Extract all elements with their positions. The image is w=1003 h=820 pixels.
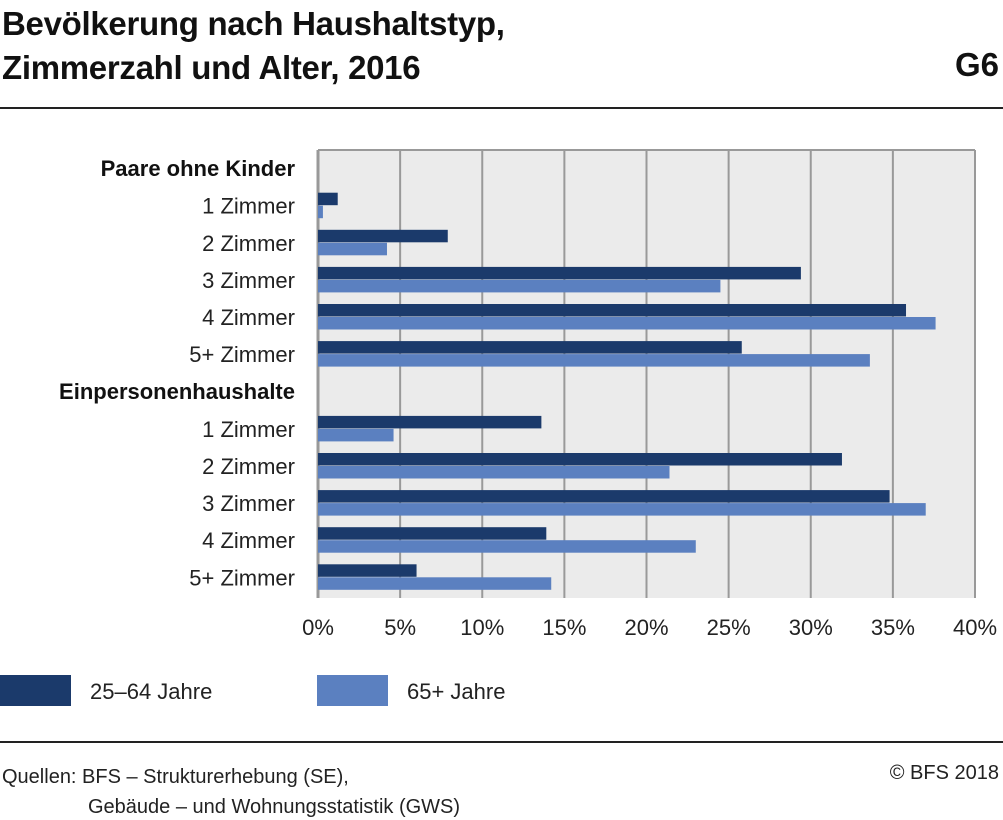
bar-25-64 — [318, 453, 842, 466]
bar-65plus — [318, 317, 936, 330]
x-tick-label: 15% — [542, 615, 586, 640]
legend-label: 65+ Jahre — [407, 679, 505, 704]
source-note: Quellen: BFS – Strukturerhebung (SE), Ge… — [2, 762, 460, 820]
category-label: 4 Zimmer — [202, 528, 295, 553]
bottom-divider — [0, 741, 1003, 743]
bar-25-64 — [318, 304, 907, 317]
legend-label: 25–64 Jahre — [90, 679, 212, 704]
x-tick-label: 0% — [302, 615, 334, 640]
category-label: 1 Zimmer — [202, 194, 295, 219]
bar-65plus — [318, 279, 721, 293]
bar-65plus — [318, 577, 552, 590]
bar-25-64 — [318, 490, 890, 503]
x-tick-label: 25% — [707, 615, 751, 640]
bar-65plus — [318, 428, 394, 442]
bar-25-64 — [318, 527, 547, 540]
bar-65plus — [318, 503, 926, 516]
bar-25-64 — [318, 192, 338, 206]
source-line-1: Quellen: BFS – Strukturerhebung (SE), — [2, 766, 349, 788]
group-label: Einpersonenhaushalte — [59, 379, 295, 404]
bar-25-64 — [318, 415, 542, 429]
category-label: 2 Zimmer — [202, 231, 295, 256]
bar-65plus — [318, 242, 387, 256]
source-line-2: Gebäude – und Wohnungsstatistik (GWS) — [88, 796, 461, 818]
legend-swatch — [0, 675, 71, 706]
chart-code: G6 — [954, 46, 999, 83]
x-tick-label: 30% — [789, 615, 833, 640]
bar-65plus — [318, 466, 670, 479]
copyright: © BFS 2018 — [889, 762, 999, 784]
bar-65plus — [318, 540, 696, 553]
category-label: 3 Zimmer — [202, 491, 295, 516]
top-divider — [0, 107, 1003, 109]
title-line-1: Bevölkerung nach Haushaltstyp, — [2, 5, 505, 42]
x-tick-label: 5% — [384, 615, 416, 640]
x-tick-label: 10% — [460, 615, 504, 640]
category-label: 4 Zimmer — [202, 305, 295, 330]
category-label: 2 Zimmer — [202, 454, 295, 479]
bar-25-64 — [318, 564, 417, 577]
bar-25-64 — [318, 229, 448, 243]
chart-title: Bevölkerung nach Haushaltstyp, Zimmerzah… — [2, 2, 505, 90]
category-label: 1 Zimmer — [202, 417, 295, 442]
x-tick-label: 35% — [871, 615, 915, 640]
bar-65plus — [318, 205, 323, 219]
x-tick-label: 20% — [624, 615, 668, 640]
bar-chart: 0% 5% 10% 15% 20% 25% 30% 35% 40% Paare ohne Kind… — [0, 149, 997, 706]
title-line-2: Zimmerzahl und Alter, 2016 — [2, 49, 421, 86]
bar-25-64 — [318, 341, 742, 354]
group-label: Paare ohne Kinder — [101, 156, 296, 181]
category-label: 5+ Zimmer — [189, 565, 295, 590]
bar-25-64 — [318, 266, 801, 280]
bar-65plus — [318, 354, 870, 367]
category-label: 5+ Zimmer — [189, 342, 295, 367]
legend-swatch — [317, 675, 388, 706]
x-tick-label: 40% — [953, 615, 997, 640]
category-label: 3 Zimmer — [202, 268, 295, 293]
